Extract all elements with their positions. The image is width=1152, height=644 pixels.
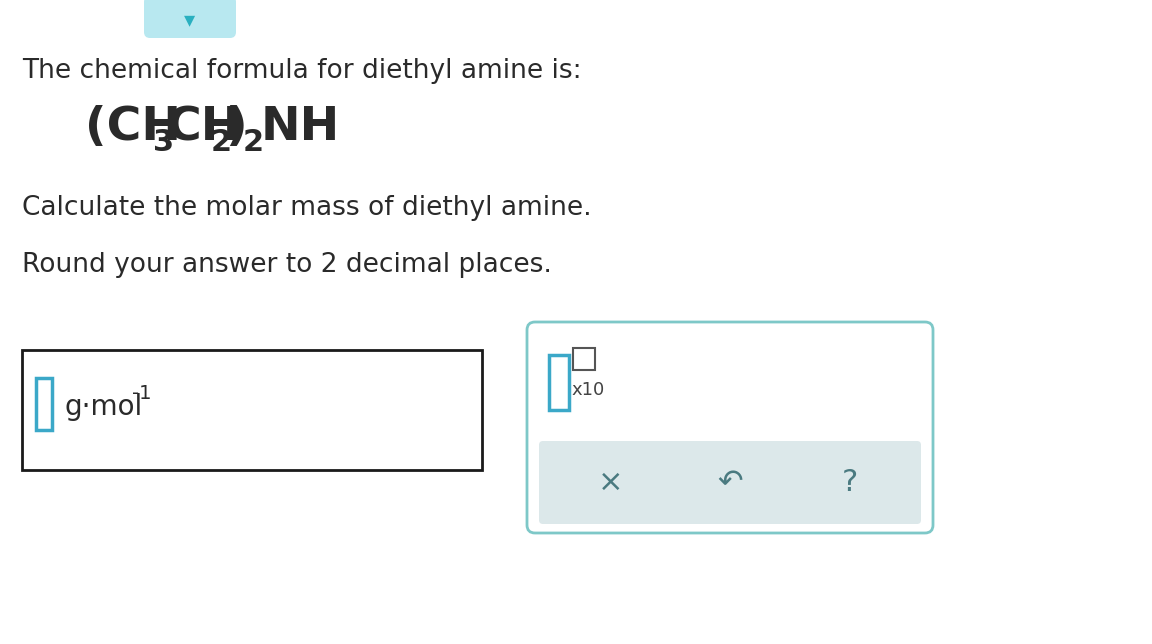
Text: ×: × — [598, 468, 623, 497]
FancyBboxPatch shape — [550, 355, 569, 410]
Text: g·mol: g·mol — [65, 393, 142, 421]
Text: (CH: (CH — [85, 105, 181, 150]
Text: NH: NH — [262, 105, 340, 150]
Text: 2: 2 — [211, 128, 232, 157]
Text: ▾: ▾ — [184, 10, 196, 30]
Text: Round your answer to 2 decimal places.: Round your answer to 2 decimal places. — [22, 252, 552, 278]
FancyBboxPatch shape — [144, 0, 236, 38]
Text: x10: x10 — [571, 381, 605, 399]
Text: ?: ? — [842, 468, 858, 497]
FancyBboxPatch shape — [573, 348, 594, 370]
FancyBboxPatch shape — [22, 350, 482, 470]
Text: The chemical formula for diethyl amine is:: The chemical formula for diethyl amine i… — [22, 58, 582, 84]
Text: 2: 2 — [243, 128, 264, 157]
Text: ): ) — [225, 105, 247, 150]
Text: -1: -1 — [132, 384, 152, 403]
Text: Calculate the molar mass of diethyl amine.: Calculate the molar mass of diethyl amin… — [22, 195, 592, 221]
FancyBboxPatch shape — [36, 378, 52, 430]
Text: 3: 3 — [153, 128, 174, 157]
Text: CH: CH — [167, 105, 242, 150]
FancyBboxPatch shape — [539, 441, 920, 524]
FancyBboxPatch shape — [526, 322, 933, 533]
Text: ↶: ↶ — [718, 468, 743, 497]
